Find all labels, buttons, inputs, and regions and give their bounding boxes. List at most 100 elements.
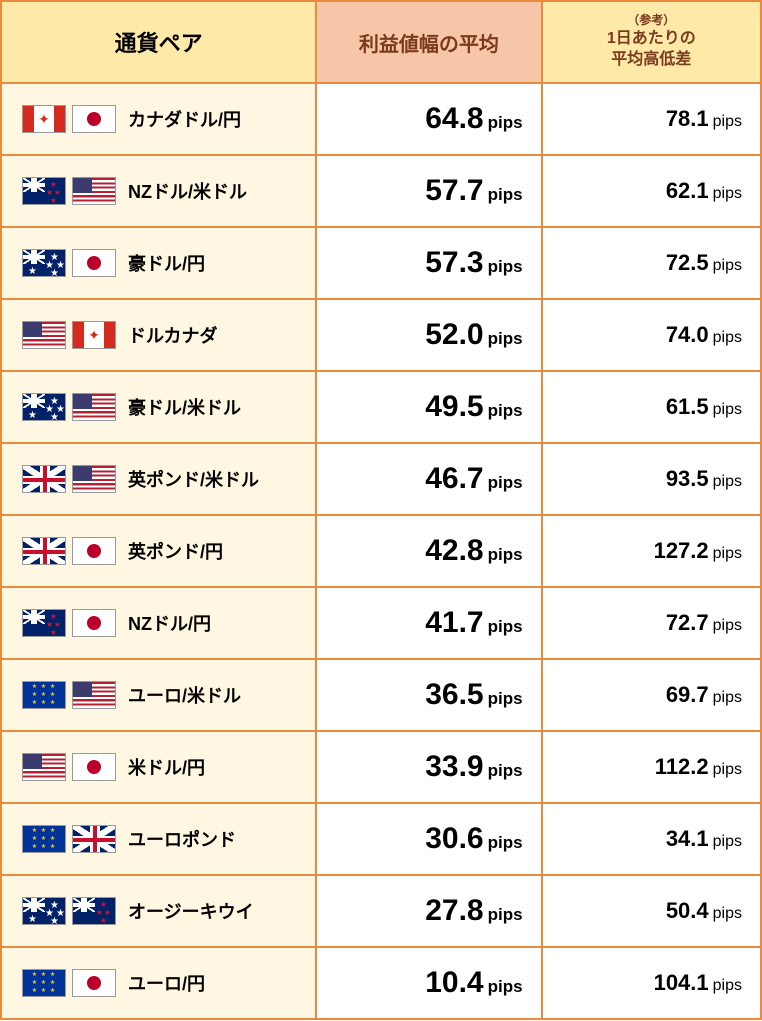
cell-pair: NZドル/円 bbox=[1, 587, 316, 659]
unit-label: pips bbox=[488, 833, 523, 852]
cell-avg: 42.8pips bbox=[316, 515, 541, 587]
unit-label: pips bbox=[713, 617, 742, 634]
ref-value: 61.5 bbox=[666, 394, 709, 419]
flag-eu-icon bbox=[22, 825, 66, 853]
flag-jp-icon bbox=[72, 249, 116, 277]
pair-name: オージーキウイ bbox=[128, 898, 254, 924]
cell-ref: 104.1pips bbox=[542, 947, 761, 1019]
avg-value: 42.8 bbox=[425, 534, 483, 567]
unit-label: pips bbox=[713, 689, 742, 706]
unit-label: pips bbox=[713, 545, 742, 562]
ref-value: 69.7 bbox=[666, 682, 709, 707]
table-header-row: 通貨ペア 利益値幅の平均 （参考） 1日あたりの 平均高低差 bbox=[1, 1, 761, 83]
unit-label: pips bbox=[713, 185, 742, 202]
avg-value: 33.9 bbox=[425, 750, 483, 783]
cell-avg: 27.8pips bbox=[316, 875, 541, 947]
pair-name: 英ポンド/米ドル bbox=[128, 466, 259, 492]
flag-jp-icon bbox=[72, 105, 116, 133]
unit-label: pips bbox=[488, 185, 523, 204]
table-row: 英ポンド/円42.8pips127.2pips bbox=[1, 515, 761, 587]
cell-pair: NZドル/米ドル bbox=[1, 155, 316, 227]
pair-name: 豪ドル/円 bbox=[128, 250, 205, 276]
cell-ref: 74.0pips bbox=[542, 299, 761, 371]
cell-avg: 10.4 pips bbox=[316, 947, 541, 1019]
cell-avg: 36.5pips bbox=[316, 659, 541, 731]
table-row: オージーキウイ 27.8pips50.4pips bbox=[1, 875, 761, 947]
flag-gb-icon bbox=[22, 465, 66, 493]
ref-value: 34.1 bbox=[666, 826, 709, 851]
flag-au-icon bbox=[22, 897, 66, 925]
cell-ref: 69.7pips bbox=[542, 659, 761, 731]
ref-value: 78.1 bbox=[666, 106, 709, 131]
cell-pair: 英ポンド/米ドル bbox=[1, 443, 316, 515]
flag-eu-icon bbox=[22, 969, 66, 997]
cell-ref: 62.1pips bbox=[542, 155, 761, 227]
table-row: NZドル/米ドル57.7pips62.1pips bbox=[1, 155, 761, 227]
flag-au-icon bbox=[22, 249, 66, 277]
unit-label: pips bbox=[488, 977, 523, 996]
ref-value: 62.1 bbox=[666, 178, 709, 203]
avg-value: 57.3 bbox=[425, 246, 483, 279]
table-row: ✦ドルカナダ52.0pips74.0pips bbox=[1, 299, 761, 371]
unit-label: pips bbox=[488, 401, 523, 420]
ref-value: 104.1 bbox=[654, 970, 709, 995]
flag-jp-icon bbox=[72, 537, 116, 565]
cell-avg: 57.7pips bbox=[316, 155, 541, 227]
unit-label: pips bbox=[488, 473, 523, 492]
cell-ref: 34.1pips bbox=[542, 803, 761, 875]
ref-value: 74.0 bbox=[666, 322, 709, 347]
cell-ref: 50.4pips bbox=[542, 875, 761, 947]
col-header-pair: 通貨ペア bbox=[1, 1, 316, 83]
avg-value: 64.8 bbox=[425, 102, 483, 135]
flag-jp-icon bbox=[72, 969, 116, 997]
cell-avg: 30.6pips bbox=[316, 803, 541, 875]
pair-name: NZドル/円 bbox=[128, 610, 211, 636]
unit-label: pips bbox=[713, 761, 742, 778]
unit-label: pips bbox=[488, 689, 523, 708]
flag-gb-icon bbox=[72, 825, 116, 853]
flag-jp-icon bbox=[72, 753, 116, 781]
cell-pair: ✦ドルカナダ bbox=[1, 299, 316, 371]
currency-pips-table: 通貨ペア 利益値幅の平均 （参考） 1日あたりの 平均高低差 ✦カナダドル/円 6… bbox=[0, 0, 762, 1020]
pair-name: ドルカナダ bbox=[128, 322, 217, 348]
ref-value: 112.2 bbox=[655, 754, 709, 779]
flag-gb-icon bbox=[22, 537, 66, 565]
cell-ref: 127.2pips bbox=[542, 515, 761, 587]
cell-avg: 33.9pips bbox=[316, 731, 541, 803]
table-row: ユーロ/円 10.4 pips 104.1pips bbox=[1, 947, 761, 1019]
cell-ref: 78.1pips bbox=[542, 83, 761, 155]
cell-avg: 46.7 pips bbox=[316, 443, 541, 515]
table-row: 豪ドル/円57.3pips72.5pips bbox=[1, 227, 761, 299]
table-row: NZドル/円41.7pips72.7pips bbox=[1, 587, 761, 659]
col-header-ref-line1: 1日あたりの bbox=[607, 30, 696, 47]
cell-ref: 72.7pips bbox=[542, 587, 761, 659]
flag-us-icon bbox=[22, 753, 66, 781]
flag-nz-icon bbox=[72, 897, 116, 925]
ref-value: 127.2 bbox=[654, 538, 709, 563]
col-header-ref: （参考） 1日あたりの 平均高低差 bbox=[542, 1, 761, 83]
cell-avg: 49.5pips bbox=[316, 371, 541, 443]
cell-pair: ユーロ/円 bbox=[1, 947, 316, 1019]
cell-avg: 57.3 pips bbox=[316, 227, 541, 299]
cell-pair: ユーロポンド bbox=[1, 803, 316, 875]
cell-pair: 英ポンド/円 bbox=[1, 515, 316, 587]
unit-label: pips bbox=[713, 113, 742, 130]
avg-value: 27.8 bbox=[425, 894, 483, 927]
cell-pair: 豪ドル/円 bbox=[1, 227, 316, 299]
flag-ca-icon: ✦ bbox=[22, 105, 66, 133]
flag-nz-icon bbox=[22, 177, 66, 205]
pair-name: ユーロポンド bbox=[128, 826, 236, 852]
table-row: 米ドル/円33.9pips112.2pips bbox=[1, 731, 761, 803]
unit-label: pips bbox=[713, 257, 742, 274]
cell-ref: 93.5pips bbox=[542, 443, 761, 515]
avg-value: 52.0 bbox=[425, 318, 483, 351]
table-row: 豪ドル/米ドル49.5pips61.5pips bbox=[1, 371, 761, 443]
ref-value: 93.5 bbox=[666, 466, 709, 491]
cell-pair: ✦カナダドル/円 bbox=[1, 83, 316, 155]
avg-value: 46.7 bbox=[425, 462, 483, 495]
unit-label: pips bbox=[488, 257, 523, 276]
cell-avg: 52.0pips bbox=[316, 299, 541, 371]
unit-label: pips bbox=[713, 329, 742, 346]
table-row: ユーロポンド30.6pips34.1pips bbox=[1, 803, 761, 875]
avg-value: 10.4 bbox=[425, 966, 483, 999]
